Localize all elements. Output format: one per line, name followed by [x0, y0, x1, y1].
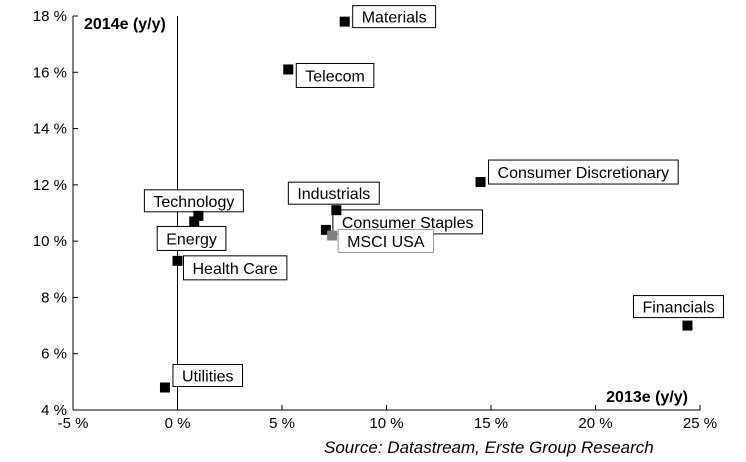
- point-energy: [189, 216, 200, 227]
- y-tick-label: 10 %: [33, 233, 67, 250]
- point-label-box: [352, 5, 437, 29]
- y-tick-label: 8 %: [41, 289, 67, 306]
- point-financials: [682, 320, 693, 331]
- x-axis-title: 2013e (y/y): [606, 389, 688, 406]
- x-tick-label: 25 %: [683, 415, 717, 432]
- label-msci-usa: MSCI USA: [337, 229, 435, 254]
- point-label-text: Telecom: [305, 68, 365, 85]
- x-tick-label: 15 %: [474, 415, 508, 432]
- point-label-text: Financials: [642, 300, 714, 317]
- label-consumer-discretionary: Consumer Discretionary: [488, 159, 679, 185]
- point-label-text: Utilities: [182, 368, 234, 385]
- label-materials: Materials: [352, 5, 437, 29]
- y-tick-label: 14 %: [33, 121, 67, 138]
- point-label-text: Consumer Staples: [342, 215, 474, 232]
- point-consumer-discretionary: [475, 177, 486, 188]
- source-note: Source: Datastream, Erste Group Research: [324, 438, 654, 457]
- point-industrials: [331, 205, 342, 216]
- point-label-box: [172, 363, 244, 387]
- point-msci-usa: [327, 230, 338, 241]
- label-industrials: Industrials: [287, 181, 380, 205]
- point-label-box: [156, 225, 227, 251]
- point-label-text: Consumer Discretionary: [498, 165, 670, 182]
- point-labels: Materials Telecom Consumer Discretionary Te…: [143, 5, 724, 387]
- point-label-text: Materials: [362, 10, 427, 27]
- point-label-box: [183, 255, 288, 281]
- label-telecom: Telecom: [295, 62, 375, 88]
- point-label-box: [632, 295, 724, 319]
- y-tick-label: 6 %: [41, 346, 67, 363]
- label-energy: Energy: [156, 225, 227, 251]
- point-label-text: Health Care: [193, 261, 278, 278]
- label-financials: Financials: [632, 295, 724, 319]
- y-tick-label: 16 %: [33, 64, 67, 81]
- point-label-box: [287, 181, 380, 205]
- scatter-chart: 4 % 6 % 8 % 10 % 12 % 14 % 16 % 18 % -5 % 0 % 5 % 1…: [33, 5, 724, 432]
- x-tick-label: 0 %: [165, 415, 191, 432]
- point-utilities: [159, 382, 170, 393]
- point-telecom: [283, 64, 294, 75]
- y-tick-label: 4 %: [41, 402, 67, 419]
- x-tick-label: 10 %: [369, 415, 403, 432]
- x-tick-label: -5 %: [58, 415, 89, 432]
- point-label-text: Technology: [153, 194, 234, 211]
- point-health-care: [172, 255, 183, 266]
- y-axis-title: 2014e (y/y): [84, 16, 166, 33]
- x-tick-label: 5 %: [269, 415, 295, 432]
- point-label-text: MSCI USA: [347, 234, 425, 251]
- y-tick-label: 18 %: [33, 8, 67, 25]
- point-technology: [193, 210, 204, 221]
- label-technology: Technology: [143, 189, 244, 213]
- point-consumer-staples: [320, 224, 331, 235]
- x-tick-label: 20 %: [578, 415, 612, 432]
- points: [159, 16, 693, 393]
- y-tick-label: 12 %: [33, 177, 67, 194]
- label-health-care: Health Care: [183, 255, 288, 281]
- point-label-box: [295, 62, 375, 88]
- point-label-box: [488, 159, 679, 185]
- point-label-box: [337, 229, 435, 254]
- point-label-text: Industrials: [297, 186, 370, 203]
- point-materials: [339, 16, 350, 27]
- axes: 4 % 6 % 8 % 10 % 12 % 14 % 16 % 18 % -5 % 0 % 5 % 1…: [33, 8, 717, 432]
- label-utilities: Utilities: [172, 363, 244, 387]
- point-label-text: Energy: [166, 231, 217, 248]
